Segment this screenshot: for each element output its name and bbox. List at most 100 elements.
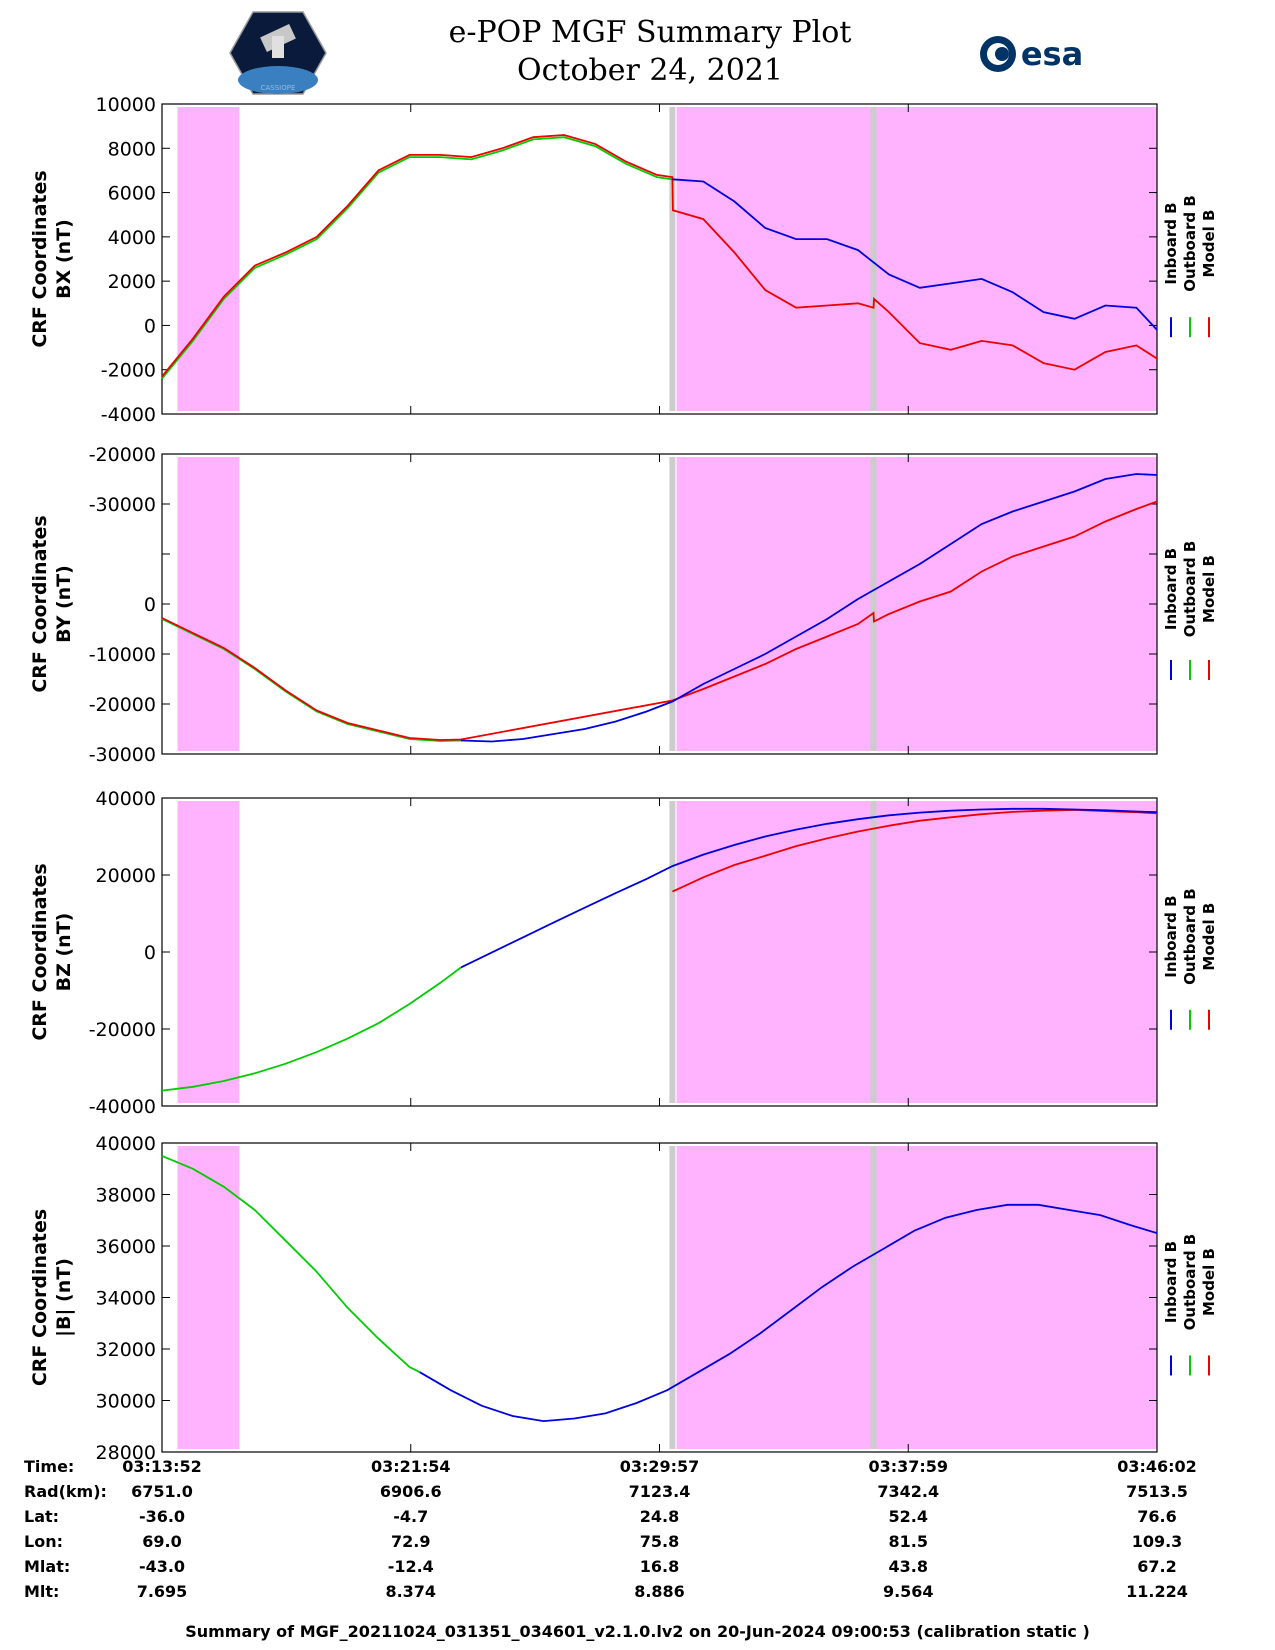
legend-label-outboard: Outboard B [1181, 541, 1199, 638]
info-cell: 03:13:52 [122, 1457, 202, 1476]
series-line-outboard [161, 966, 462, 1092]
y-tick-label: -30000 [89, 744, 156, 766]
y-tick-label: 40000 [96, 1133, 156, 1155]
y-tick-label: 2000 [108, 271, 156, 293]
y-tick-label: 20000 [96, 865, 156, 887]
info-cell: 6906.6 [380, 1482, 442, 1501]
info-cell: 03:46:02 [1117, 1457, 1197, 1476]
series-line-model [161, 500, 1158, 741]
y-axis-title-line1: CRF Coordinates [29, 863, 51, 1040]
y-tick-label: -20000 [89, 444, 156, 466]
y-tick-label: 32000 [96, 1339, 156, 1361]
shaded-region [177, 457, 240, 751]
legend-label-model: Model B [1200, 903, 1218, 971]
shaded-region [676, 801, 1157, 1103]
y-tick-label: 34000 [96, 1288, 156, 1310]
y-tick-label: -2000 [101, 360, 156, 382]
series-line-inboard [672, 178, 1158, 331]
legend-label-model: Model B [1200, 1248, 1218, 1316]
info-row-label: Mlat: [24, 1557, 70, 1576]
info-cell: 76.6 [1137, 1507, 1176, 1526]
info-cell: -12.4 [388, 1557, 434, 1576]
series-line-outboard [161, 618, 462, 742]
info-cell: 6751.0 [131, 1482, 193, 1501]
info-row-label: Mlt: [24, 1582, 59, 1601]
y-tick-label: 30000 [96, 1391, 156, 1413]
info-cell: 8.374 [385, 1582, 436, 1601]
title-line-2: October 24, 2021 [517, 53, 783, 88]
data-gap-marker [870, 1146, 877, 1449]
info-cell: 69.0 [142, 1532, 181, 1551]
info-cell: 81.5 [889, 1532, 928, 1551]
cassiope-logo-text: CASSIOPE [261, 84, 296, 92]
legend-label-outboard: Outboard B [1181, 195, 1199, 292]
y-tick-label: -30000 [89, 494, 156, 516]
y-tick-label: -4000 [101, 404, 156, 426]
info-cell: 8.886 [634, 1582, 685, 1601]
shaded-region [676, 107, 1157, 411]
info-cell: 16.8 [640, 1557, 679, 1576]
info-row-label: Time: [24, 1457, 74, 1476]
y-axis-title-line2: BX (nT) [53, 219, 75, 299]
info-cell: 03:37:59 [868, 1457, 948, 1476]
data-gap-marker [870, 457, 877, 751]
legend-label-inboard: Inboard B [1162, 548, 1180, 630]
info-cell: -36.0 [139, 1507, 185, 1526]
legend-label-inboard: Inboard B [1162, 202, 1180, 284]
y-axis-title-line2: |B| (nT) [53, 1258, 75, 1337]
esa-logo-text: esa [1021, 35, 1083, 73]
y-axis-title-line2: BY (nT) [53, 565, 75, 643]
info-cell: 03:29:57 [620, 1457, 700, 1476]
y-axis-title-line1: CRF Coordinates [29, 170, 51, 347]
info-cell: 75.8 [640, 1532, 679, 1551]
info-cell: 11.224 [1126, 1582, 1188, 1601]
y-tick-label: -20000 [89, 1019, 156, 1041]
info-cell: 52.4 [889, 1507, 928, 1526]
y-tick-label: 40000 [96, 788, 156, 810]
series-line-model [161, 134, 1158, 377]
y-tick-label: -40000 [89, 1096, 156, 1118]
y-axis-title-line1: CRF Coordinates [29, 515, 51, 692]
data-gap-marker [669, 107, 676, 411]
panel-4: 40000 38000 36000 34000 32000 30000 28000 CRF C… [29, 1133, 1218, 1464]
y-tick-label: 0 [144, 594, 156, 616]
info-row-label: Rad(km): [24, 1482, 107, 1501]
y-tick-label: 0 [144, 942, 156, 964]
legend-label-model: Model B [1200, 210, 1218, 278]
info-cell: 67.2 [1137, 1557, 1176, 1576]
series-line-outboard [161, 1155, 421, 1374]
info-cell: 43.8 [889, 1557, 928, 1576]
info-cell: 7342.4 [877, 1482, 939, 1501]
cassiope-logo: CASSIOPE [229, 11, 327, 95]
panel-3: 40000 20000 0 -20000 -40000 CRF Coordinates BZ… [29, 788, 1218, 1118]
title-line-1: e-POP MGF Summary Plot [448, 15, 852, 50]
info-cell: 7123.4 [629, 1482, 691, 1501]
y-axis-title-line1: CRF Coordinates [29, 1209, 51, 1386]
shaded-region [177, 1146, 240, 1449]
shaded-region [177, 107, 240, 411]
shaded-region [177, 801, 240, 1103]
panel-1: 10000 8000 6000 4000 2000 0 -2000 -4000 CRF Coor… [29, 94, 1218, 426]
y-tick-label: 28000 [96, 1442, 156, 1464]
y-tick-label: -20000 [89, 694, 156, 716]
info-cell: -43.0 [139, 1557, 185, 1576]
info-cell: 9.564 [883, 1582, 934, 1601]
info-cell: 7.695 [137, 1582, 188, 1601]
y-tick-label: 0 [144, 315, 156, 337]
info-cell: 24.8 [640, 1507, 679, 1526]
data-gap-marker [870, 801, 877, 1103]
series-line-outboard [161, 136, 673, 380]
data-gap-marker [669, 801, 676, 1103]
info-cell: 72.9 [391, 1532, 430, 1551]
data-gap-marker [669, 1146, 676, 1449]
info-cell: -4.7 [393, 1507, 428, 1526]
y-tick-label: 8000 [108, 138, 156, 160]
footer-summary: Summary of MGF_20211024_031351_034601_v2… [185, 1622, 1090, 1641]
info-cell: 03:21:54 [371, 1457, 451, 1476]
info-row-label: Lat: [24, 1507, 59, 1526]
series-line-inboard [460, 473, 1158, 743]
page-title: e-POP MGF Summary Plot October 24, 2021 [380, 14, 920, 90]
series-line-inboard [460, 807, 1158, 969]
legend-label-outboard: Outboard B [1181, 888, 1199, 985]
